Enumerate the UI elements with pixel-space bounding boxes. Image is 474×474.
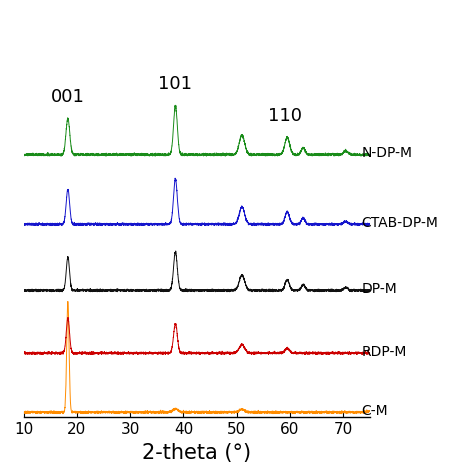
Text: N-DP-M: N-DP-M (362, 146, 413, 160)
Text: RDP-M: RDP-M (362, 345, 407, 359)
Text: C-M: C-M (362, 404, 388, 418)
Text: 001: 001 (51, 88, 85, 106)
X-axis label: 2-theta (°): 2-theta (°) (142, 443, 251, 463)
Text: 101: 101 (158, 75, 192, 93)
Text: 110: 110 (267, 107, 301, 125)
Text: DP-M: DP-M (362, 282, 398, 296)
Text: CTAB-DP-M: CTAB-DP-M (362, 216, 438, 230)
